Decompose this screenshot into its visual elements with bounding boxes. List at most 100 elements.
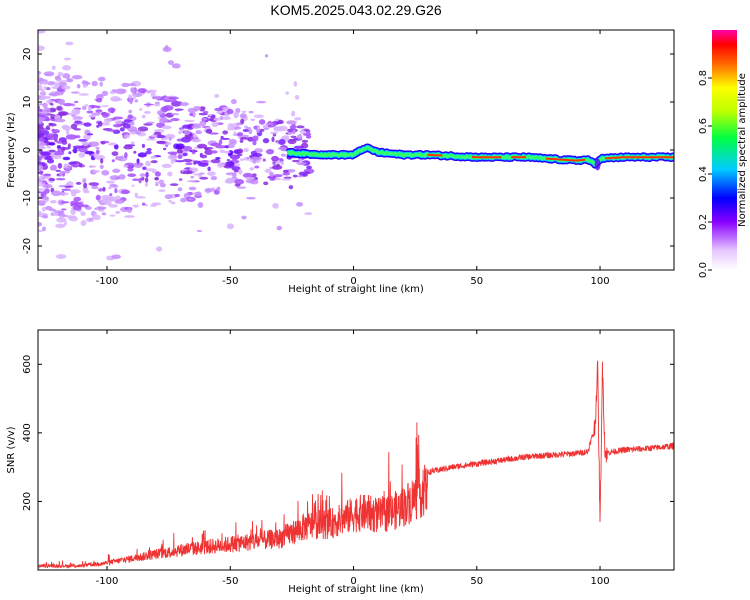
snr-panel: -100 -50 0 50 100 200 400 600 Height of straig… [6, 329, 675, 595]
spectrogram-noise-blob [167, 171, 173, 177]
spectrogram-noise-blob [253, 114, 264, 119]
spectrogram-noise-blob [293, 81, 298, 87]
spectrogram-noise-blob [43, 173, 51, 176]
spectrogram-noise-blob [188, 186, 197, 191]
spectrogram-noise-blob [110, 108, 115, 114]
spectrogram-noise-blob [187, 107, 196, 113]
spectrogram-noise-blob [198, 112, 208, 116]
snr-y-ticks: 200 400 600 [22, 355, 674, 511]
spectrogram-noise-blob [241, 134, 250, 138]
snr-frame [37, 329, 675, 571]
spectrogram-noise-blob [38, 45, 45, 51]
spectrogram-noise-blob [271, 136, 275, 143]
spectrogram-noise-blob [210, 176, 218, 181]
spectrogram-noise-blob [199, 176, 209, 180]
spectrogram-noise-blob [219, 149, 226, 153]
spectrogram-noise-blob [176, 148, 184, 154]
spectrogram-noise-blob [282, 169, 289, 173]
spectrogram-noise-blob [87, 106, 92, 112]
spectrogram-noise-blob [167, 60, 174, 65]
spectrogram-noise-blob [139, 173, 146, 178]
spectrogram-noise-blob [80, 220, 87, 227]
spectrogram-noise-blob [265, 148, 275, 155]
spectrogram-noise-blob [38, 97, 46, 100]
spectrogram-noise-blob [122, 122, 131, 129]
snr-x-tick-label: -50 [222, 576, 238, 587]
spectrogram-noise-blob [110, 198, 117, 202]
spectrogram-noise-blob [204, 149, 213, 156]
spectrogram-noise-blob [296, 161, 307, 166]
spectrogram-noise-blob [106, 129, 117, 132]
spectrogram-noise-blob [150, 155, 157, 159]
spectrogram-noise-blob [218, 139, 223, 145]
spectrogram-noise-blob [95, 194, 101, 201]
spectrogram-noise-blob [159, 117, 169, 124]
spectrogram-noise-blob [182, 124, 191, 129]
spectrogram-noise-blob [40, 151, 51, 156]
spectrogram-noise-blob [118, 174, 126, 180]
spectrogram-noise-blob [64, 221, 68, 226]
spectrogram-noise-blob [114, 188, 118, 194]
spectrogram-noise-blob [112, 168, 121, 174]
spectrogram-noise-blob [108, 203, 118, 208]
spectrogram-noise-blob [77, 84, 81, 89]
spectrogram-noise-blob [81, 105, 87, 111]
spectrogram-noise-blob [49, 200, 57, 204]
snr-y-tick-label: 200 [22, 492, 33, 511]
spectrogram-noise-blob [61, 140, 68, 145]
spectrogram-noise-blob [42, 137, 49, 143]
spectrogram-noise-blob [240, 118, 245, 125]
spectrogram-noise-blob [114, 199, 125, 204]
spectrogram-noise-blob [278, 138, 286, 145]
spectrogram-noise-blob [120, 189, 131, 195]
spectrogram-noise-blob [145, 171, 149, 178]
spectrogram-noise-blob [73, 204, 82, 211]
spectrogram-noise-blob [290, 135, 297, 138]
spectrogram-noise-blob [160, 106, 169, 113]
spectrogram-noise-blob [38, 116, 46, 122]
colorbar-gradient [712, 30, 737, 270]
spectrogram-noise-blob [55, 169, 61, 172]
spectrogram-noise-blob [127, 114, 133, 119]
spectrogram-noise-blob [134, 99, 139, 103]
spectrogram-noise-blob [84, 104, 89, 107]
spectrogram-x-ticks: -100 -50 0 50 100 [96, 30, 610, 287]
spectrogram-noise-blob [156, 140, 166, 144]
spectrogram-noise-blob [233, 169, 240, 173]
spectrogram-noise-blob [38, 221, 43, 227]
spectrogram-noise-blob [291, 159, 301, 163]
spectrogram-noise-blob [250, 150, 258, 156]
spectrogram-noise-blob [131, 184, 135, 187]
spectrogram-noise-blob [252, 173, 257, 177]
spectrogram-noise-blob [45, 125, 50, 130]
spectrogram-noise-blob [156, 246, 163, 252]
spectrogram-noise-blob [157, 110, 164, 116]
spectrogram-noise-blob [62, 125, 72, 131]
spectrogram-noise-blob [83, 182, 88, 189]
spectrogram-noise-blob [80, 211, 86, 217]
spectrogram-noise-blob [196, 143, 208, 149]
spectrogram-noise-blob [40, 112, 48, 115]
spectrogram-noise-blob [183, 129, 191, 136]
snr-y-tick-label: 600 [22, 355, 33, 374]
spectrogram-noise-blob [234, 183, 241, 187]
spectrogram-noise-blob [228, 138, 237, 144]
spectrogram-noise-blob [71, 163, 80, 168]
spectrogram-noise-blob [144, 177, 149, 183]
spectrogram-noise-blob [256, 127, 261, 133]
spectrogram-noise-blob [38, 188, 45, 191]
spectrogram-noise-blob [127, 83, 137, 87]
spectrogram-noise-blob [130, 87, 136, 93]
spectrogram-noise-blob [39, 170, 43, 176]
snr-x-ticks: -100 -50 0 50 100 [96, 330, 610, 587]
spectrogram-noise-blob [109, 193, 113, 197]
spectrogram-noise-blob [264, 54, 269, 58]
spectrogram-noise-blob [150, 160, 158, 164]
spectrogram-noise-blob [48, 142, 56, 146]
spectrogram-noise-blob [91, 80, 98, 87]
spectrogram-noise-blob [38, 175, 46, 181]
spectrogram-y-tick-label: 0 [22, 147, 33, 153]
snr-series-line [38, 360, 674, 569]
spectrogram-noise-blob [296, 133, 303, 140]
spectrogram-noise-blob [73, 196, 82, 202]
